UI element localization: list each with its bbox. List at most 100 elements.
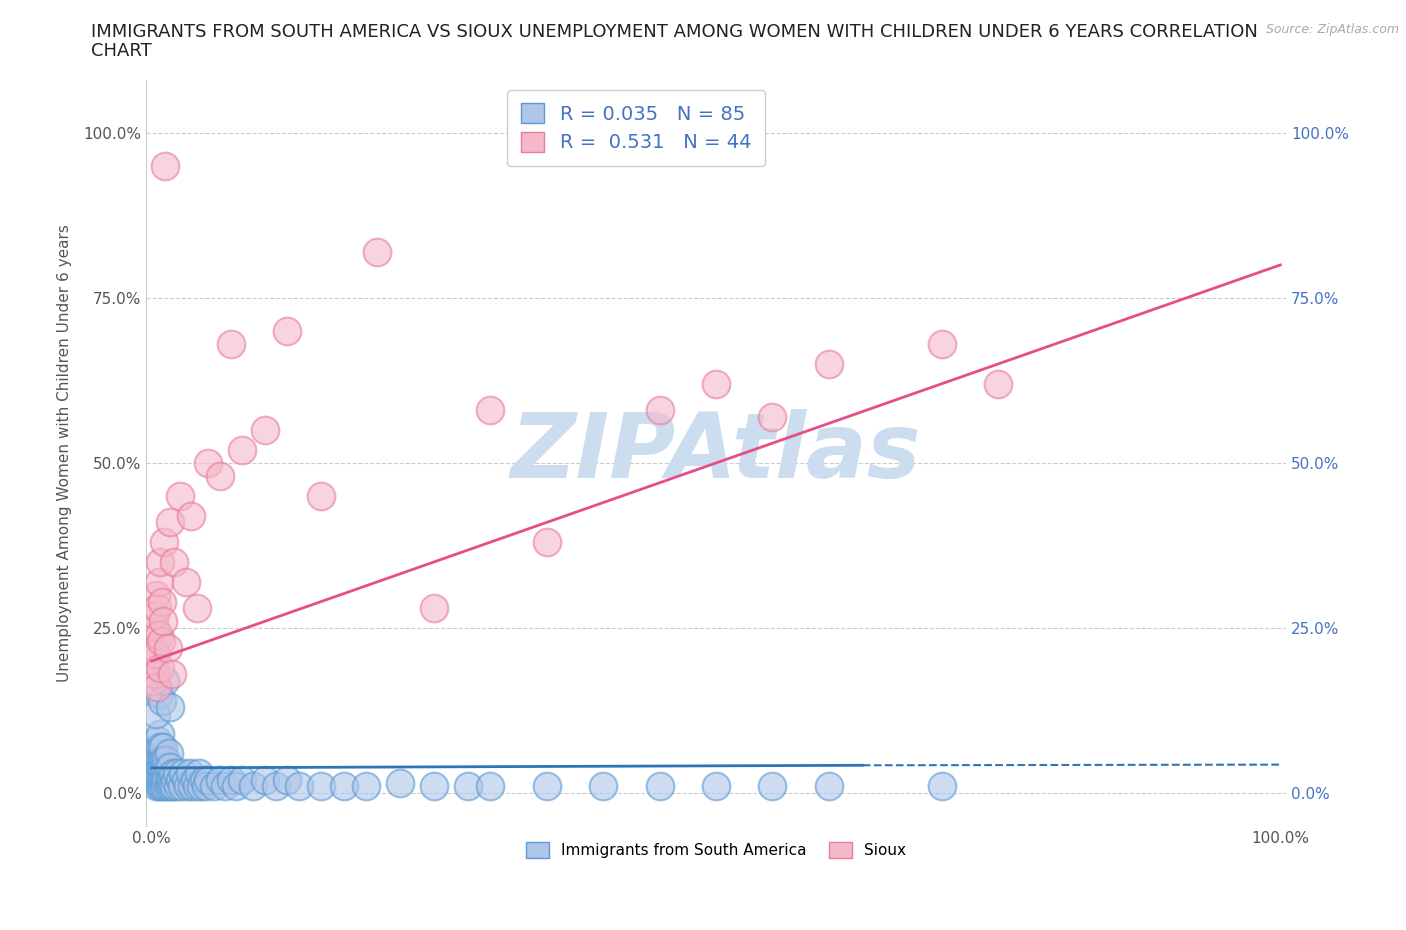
Point (648, 403, 671, 418)
Point (536, 535, 558, 550)
Point (354, 779, 377, 794)
Point (818, 779, 841, 794)
Point (457, 779, 479, 794)
Point (143, 620, 166, 635)
Point (172, 765, 194, 780)
Point (150, 594, 173, 609)
Point (231, 443, 253, 458)
Point (145, 707, 167, 722)
Text: Source: ZipAtlas.com: Source: ZipAtlas.com (1265, 23, 1399, 36)
Point (149, 633, 172, 648)
Point (818, 356, 841, 371)
Point (231, 772, 253, 787)
Point (156, 759, 179, 774)
Point (146, 680, 169, 695)
Point (149, 772, 172, 787)
Point (149, 752, 172, 767)
Point (145, 779, 167, 794)
Point (153, 752, 176, 767)
Point (225, 779, 247, 794)
Point (146, 772, 169, 787)
Point (214, 779, 236, 794)
Point (174, 575, 197, 590)
Point (188, 765, 211, 780)
Point (146, 733, 169, 748)
Point (143, 746, 166, 761)
Point (160, 667, 183, 682)
Point (155, 779, 177, 794)
Point (153, 772, 176, 787)
Point (156, 641, 179, 656)
Point (309, 488, 332, 503)
Point (197, 456, 219, 471)
Point (166, 779, 188, 794)
Point (190, 779, 212, 794)
Point (149, 739, 172, 754)
Point (143, 772, 166, 787)
Legend: Immigrants from South America, Sioux: Immigrants from South America, Sioux (513, 830, 918, 870)
Point (160, 772, 183, 787)
Point (155, 759, 177, 774)
Point (169, 772, 191, 787)
Point (219, 337, 242, 352)
Point (197, 772, 219, 787)
Point (162, 765, 184, 780)
Point (159, 515, 181, 530)
Text: IMMIGRANTS FROM SOUTH AMERICA VS SIOUX UNEMPLOYMENT AMONG WOMEN WITH CHILDREN UN: IMMIGRANTS FROM SOUTH AMERICA VS SIOUX U… (91, 23, 1258, 41)
Point (179, 765, 201, 780)
Point (166, 765, 188, 780)
Point (150, 693, 173, 708)
Point (157, 746, 180, 761)
Point (208, 772, 231, 787)
Point (186, 779, 208, 794)
Point (153, 535, 176, 550)
Point (389, 776, 412, 790)
Point (163, 779, 186, 794)
Point (253, 422, 276, 437)
Point (148, 739, 170, 754)
Text: ZIPAtlas: ZIPAtlas (510, 409, 921, 497)
Point (931, 779, 953, 794)
Point (156, 779, 179, 794)
Point (142, 673, 165, 688)
Point (704, 779, 727, 794)
Point (143, 654, 166, 669)
Point (146, 752, 169, 767)
Point (155, 158, 177, 173)
Point (987, 377, 1010, 392)
Point (165, 772, 187, 787)
Point (366, 245, 388, 259)
Point (143, 752, 166, 767)
Point (152, 759, 174, 774)
Point (704, 377, 727, 392)
Point (180, 509, 202, 524)
Point (761, 779, 783, 794)
Point (143, 667, 166, 682)
Point (143, 607, 166, 622)
Point (159, 699, 181, 714)
Point (150, 772, 173, 787)
Point (145, 759, 167, 774)
Point (146, 601, 169, 616)
Text: CHART: CHART (91, 42, 152, 60)
Point (177, 779, 200, 794)
Point (169, 488, 191, 503)
Point (163, 554, 186, 569)
Point (287, 779, 309, 794)
Point (931, 337, 953, 352)
Point (148, 759, 170, 774)
Point (423, 779, 446, 794)
Point (152, 779, 174, 794)
Point (145, 588, 167, 603)
Point (202, 779, 225, 794)
Point (309, 779, 332, 794)
Point (181, 779, 204, 794)
Point (186, 601, 208, 616)
Point (183, 772, 205, 787)
Point (276, 324, 298, 339)
Point (152, 614, 174, 629)
Point (253, 772, 276, 787)
Point (148, 779, 170, 794)
Point (155, 673, 177, 688)
Point (423, 601, 446, 616)
